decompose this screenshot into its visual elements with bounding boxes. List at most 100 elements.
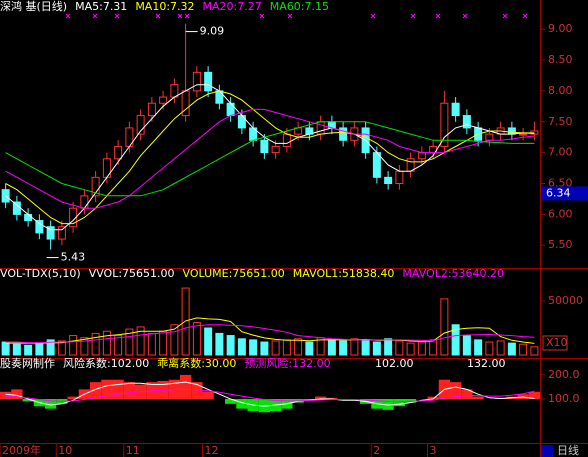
line — [5, 381, 535, 407]
volume-bar — [215, 332, 224, 356]
price-marker-box — [541, 186, 588, 201]
volume-bar — [519, 343, 528, 356]
signal-marker — [177, 13, 183, 19]
y-tick-label: 50000 — [548, 294, 583, 307]
legend-entry: 风险系数:102.00 — [63, 356, 149, 370]
volume-bar — [305, 341, 314, 356]
x-tick-label: 12 — [205, 444, 219, 457]
volume-bar — [226, 335, 235, 356]
legend-entry: 深鸿 基(日线) — [0, 0, 67, 13]
candle-body — [462, 115, 471, 129]
candle-body — [451, 102, 460, 117]
deviation-bar — [11, 389, 23, 400]
scale-label: X10 — [546, 336, 568, 349]
deviation-bar — [0, 391, 12, 400]
line — [5, 108, 535, 209]
legend-entry: MA20:7.27 — [203, 0, 262, 13]
volume-bar — [1, 341, 10, 356]
volume-bar — [474, 339, 483, 356]
candle-body — [440, 102, 449, 147]
y-tick-label: 8.50 — [548, 53, 573, 66]
deviation-bar — [22, 399, 34, 402]
legend-entry: MAVOL1:51838.40 — [293, 267, 395, 280]
deviation-bar — [101, 379, 113, 400]
candle-body — [395, 170, 404, 184]
volume-bar — [372, 341, 381, 356]
y-tick-label: 6.50 — [548, 176, 573, 189]
volume-bar — [361, 339, 370, 356]
volume-bar — [451, 324, 460, 356]
candle-body — [159, 96, 168, 104]
candle-body — [282, 133, 291, 147]
candle-body — [114, 145, 123, 160]
signal-marker — [65, 13, 71, 19]
legend-entry: VOLUME:75651.00 — [183, 267, 285, 280]
deviation-bar — [427, 396, 439, 400]
signal-marker — [155, 13, 161, 19]
volume-bar — [327, 339, 336, 356]
volume-bar — [102, 330, 111, 356]
legend-entry: MA60:7.15 — [270, 0, 329, 13]
period-box — [541, 445, 553, 457]
volume-bar — [496, 340, 505, 356]
signal-marker — [435, 13, 441, 19]
candle-body — [417, 152, 426, 160]
signal-marker — [287, 13, 293, 19]
deviation-bar — [202, 391, 214, 400]
candle-body — [260, 139, 269, 154]
deviation-bar — [382, 399, 394, 410]
candle-body — [204, 71, 213, 92]
deviation-bar — [528, 391, 540, 400]
y-tick-label: 9.00 — [548, 22, 573, 35]
signal-marker — [184, 13, 190, 19]
x-tick-label: 2 — [373, 444, 380, 457]
volume-bar — [192, 322, 201, 356]
volume-bar — [406, 342, 415, 356]
signal-marker — [114, 13, 120, 19]
legend-entry: VVOL:75651.00 — [89, 267, 175, 280]
y-tick-label: 200.0 — [548, 368, 580, 381]
x-tick-label: 11 — [126, 444, 140, 457]
header-value: 132.00 — [467, 357, 506, 370]
annotation: 5.43 — [61, 251, 86, 264]
deviation-bar — [258, 399, 270, 413]
signal-marker — [502, 13, 508, 19]
legend-entry: VOL-TDX(5,10) — [0, 267, 81, 280]
candle-body — [12, 201, 21, 215]
volume-bar — [12, 343, 21, 356]
candle-body — [91, 176, 100, 197]
deviation-bar — [472, 396, 484, 400]
period-label: 日线 — [557, 443, 579, 457]
candle-body — [136, 115, 145, 135]
candle-body — [316, 121, 325, 135]
signal-marker — [522, 13, 528, 19]
volume-bar — [350, 338, 359, 356]
volume-bar — [462, 335, 471, 356]
deviation-bar — [303, 399, 315, 401]
signal-marker — [92, 13, 98, 19]
deviation-bar — [90, 382, 102, 400]
price-marker: 6.34 — [546, 186, 571, 199]
candle-body — [519, 133, 528, 136]
deviation-bar — [405, 399, 417, 403]
volume-bar — [507, 342, 516, 356]
signal-marker — [259, 13, 265, 19]
volume-bar — [114, 335, 123, 356]
volume-bar — [181, 287, 190, 356]
volume-bar — [80, 337, 89, 356]
volume-bar — [46, 339, 55, 356]
line — [5, 121, 535, 197]
deviation-bar — [45, 399, 57, 409]
volume-bar — [260, 341, 269, 356]
candle-body — [237, 115, 246, 129]
volume-bar — [339, 340, 348, 356]
volume-bar — [136, 326, 145, 356]
y-tick-label: 6.00 — [548, 207, 573, 220]
candle-body — [507, 127, 516, 135]
deviation-bar — [67, 396, 79, 400]
volume-bar — [384, 338, 393, 356]
scale-box — [542, 335, 568, 351]
annotation: 9.09 — [200, 25, 225, 38]
volume-bar — [57, 340, 66, 356]
